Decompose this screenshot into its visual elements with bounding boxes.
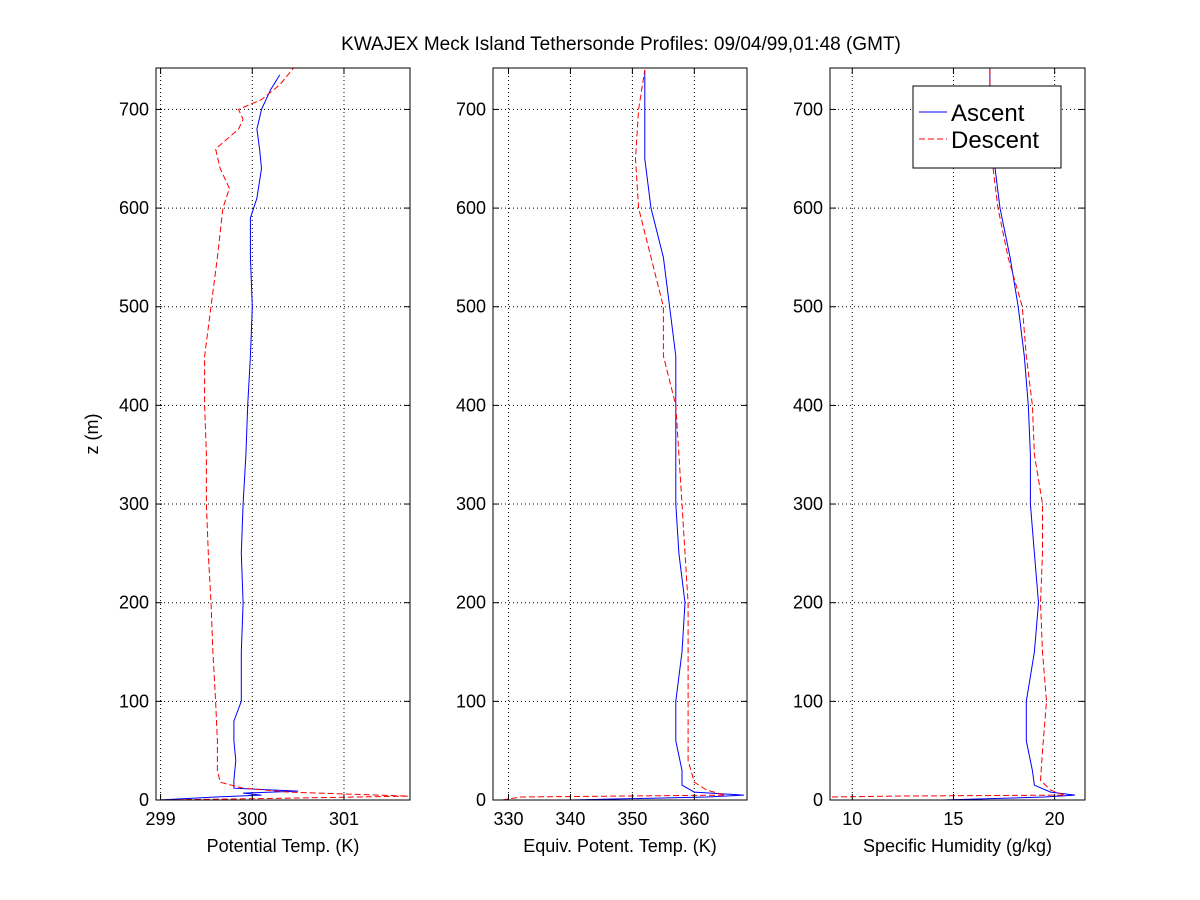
legend-box (912, 85, 1062, 169)
y-tick-label: 400 (456, 395, 486, 415)
y-tick-label: 300 (456, 494, 486, 514)
panel-2: 330 340 350 360 0 100 200 300 400 500 600 700 Equiv.… (456, 67, 748, 856)
y-tick-label: 700 (119, 99, 149, 119)
x-tick-label: 300 (237, 809, 267, 829)
y-tick-label: 200 (456, 593, 486, 613)
plot-area (156, 68, 410, 800)
x-tick-label: 20 (1045, 809, 1065, 829)
x-tick-label: 10 (842, 809, 862, 829)
y-tick-label: 200 (119, 593, 149, 613)
chart-title: KWAJEX Meck Island Tethersonde Profiles:… (341, 34, 901, 55)
y-tick-label: 600 (119, 198, 149, 218)
x-axis-label: Potential Temp. (K) (207, 836, 360, 856)
x-tick-label: 15 (943, 809, 963, 829)
y-tick-label: 100 (793, 691, 823, 711)
x-tick-label: 330 (493, 809, 523, 829)
y-tick-label: 0 (813, 790, 823, 810)
x-tick-label: 301 (329, 809, 359, 829)
series-ascent-line (943, 68, 1075, 800)
x-tick-label: 299 (146, 809, 176, 829)
x-tick-label: 340 (555, 809, 585, 829)
x-tick-label: 350 (617, 809, 647, 829)
y-tick-label: 200 (793, 593, 823, 613)
y-tick-label: 100 (119, 691, 149, 711)
plot-area (830, 68, 1085, 800)
axes-frame (829, 67, 1086, 801)
series-descent-line (831, 68, 1065, 798)
series-descent-line (158, 68, 409, 800)
y-tick-label: 600 (793, 198, 823, 218)
y-tick-label: 400 (119, 395, 149, 415)
y-tick-label: 100 (456, 691, 486, 711)
plot-area (493, 68, 747, 800)
y-tick-label: 500 (793, 297, 823, 317)
series-ascent-line (570, 70, 744, 800)
x-axis-label: Equiv. Potent. Temp. (K) (523, 836, 716, 856)
y-tick-label: 500 (456, 297, 486, 317)
y-tick-label: 400 (793, 395, 823, 415)
series-descent-line (502, 69, 726, 800)
y-tick-label: 700 (793, 99, 823, 119)
x-axis-label: Specific Humidity (g/kg) (863, 836, 1052, 856)
y-tick-label: 0 (139, 790, 149, 810)
y-tick-label: 600 (456, 198, 486, 218)
x-tick-label: 360 (679, 809, 709, 829)
y-tick-label: 300 (793, 494, 823, 514)
legend-label-ascent: Ascent (951, 100, 1025, 127)
y-tick-label: 300 (119, 494, 149, 514)
y-tick-label: 0 (476, 790, 486, 810)
axes-frame (155, 67, 411, 801)
legend-label-descent: Descent (951, 127, 1039, 154)
y-axis-label: z (m) (82, 414, 102, 455)
panel-1: 299 300 301 0 100 200 300 400 500 600 700 Potential… (82, 67, 411, 856)
y-tick-label: 500 (119, 297, 149, 317)
axes-frame (492, 67, 748, 801)
y-tick-label: 700 (456, 99, 486, 119)
